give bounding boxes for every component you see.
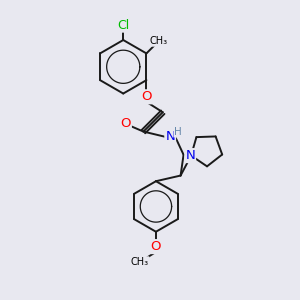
Text: N: N	[185, 149, 195, 162]
Text: O: O	[151, 240, 161, 253]
Text: H: H	[174, 127, 182, 136]
Text: O: O	[141, 90, 152, 103]
Text: CH₃: CH₃	[150, 36, 168, 46]
Text: CH₃: CH₃	[130, 257, 149, 267]
Text: O: O	[120, 117, 131, 130]
Text: Cl: Cl	[117, 19, 129, 32]
Text: N: N	[165, 130, 175, 143]
